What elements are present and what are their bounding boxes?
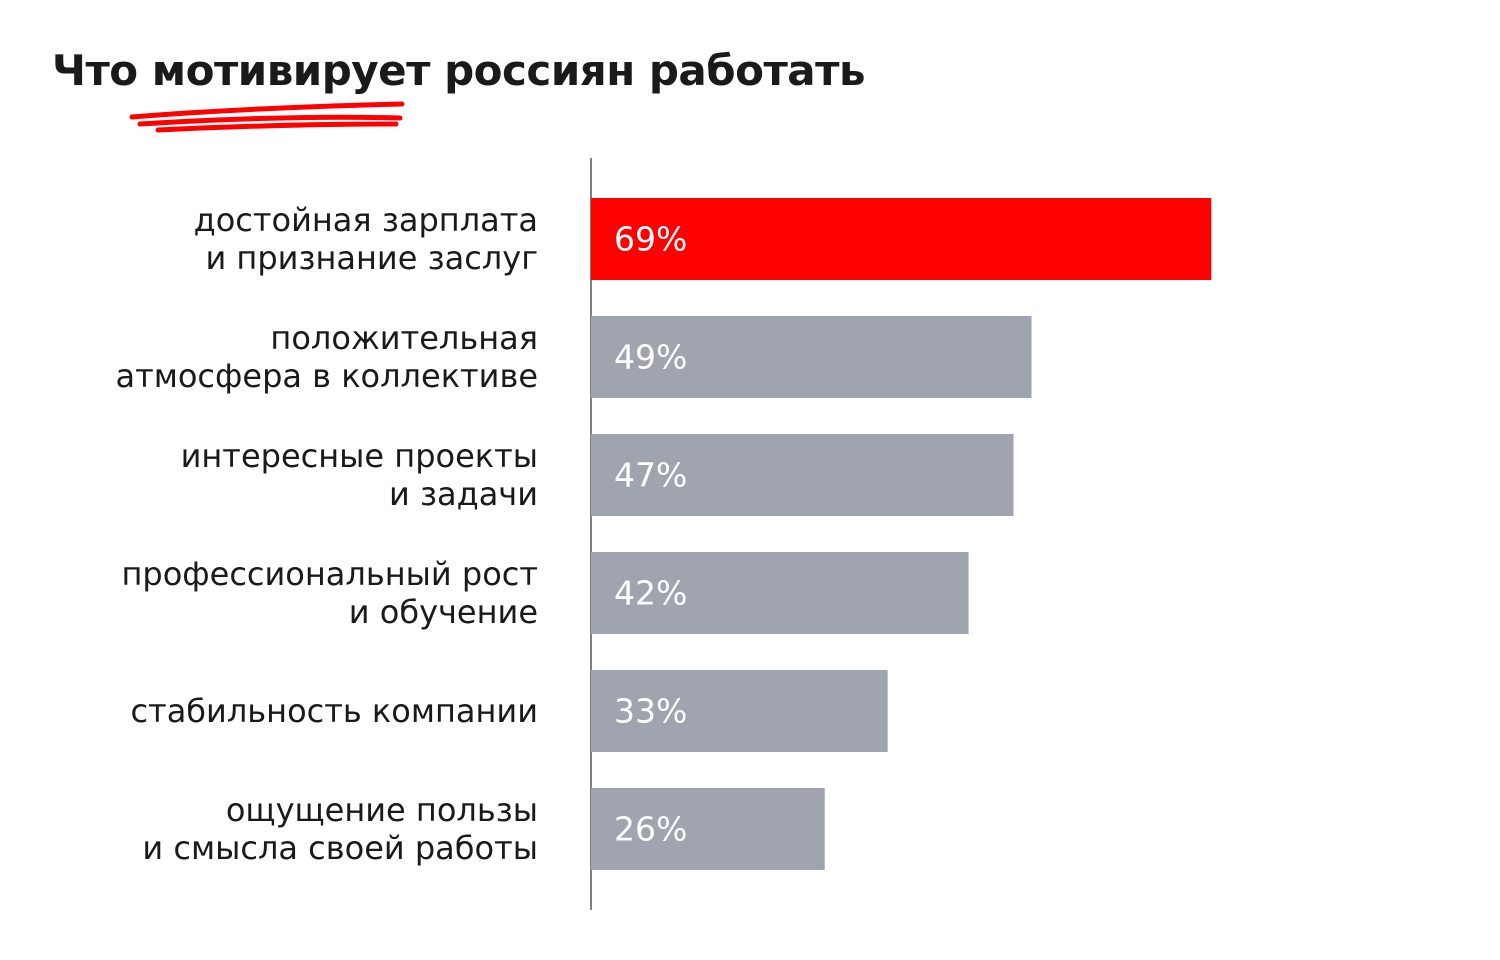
category-label: профессиональный рост и обучение — [121, 555, 538, 631]
value-label: 42% — [614, 574, 687, 613]
category-label: достойная зарплата и признание заслуг — [193, 201, 538, 277]
category-label: ощущение пользы и смысла своей работы — [142, 791, 538, 867]
value-label: 49% — [614, 338, 687, 377]
bar — [591, 788, 825, 870]
category-label: стабильность компании — [130, 692, 538, 730]
bar — [591, 198, 1212, 280]
category-label: интересные проекты и задачи — [180, 437, 538, 513]
category-label: положительная атмосфера в коллективе — [115, 319, 538, 395]
bar — [591, 670, 888, 752]
title-underline — [129, 101, 405, 133]
bar — [591, 552, 969, 634]
value-label: 69% — [614, 220, 687, 259]
chart-title: Что мотивирует россиян работать — [52, 46, 866, 95]
value-label: 47% — [614, 456, 687, 495]
value-label: 33% — [614, 692, 687, 731]
bar — [591, 434, 1014, 516]
value-label: 26% — [614, 810, 687, 849]
bar — [591, 316, 1032, 398]
